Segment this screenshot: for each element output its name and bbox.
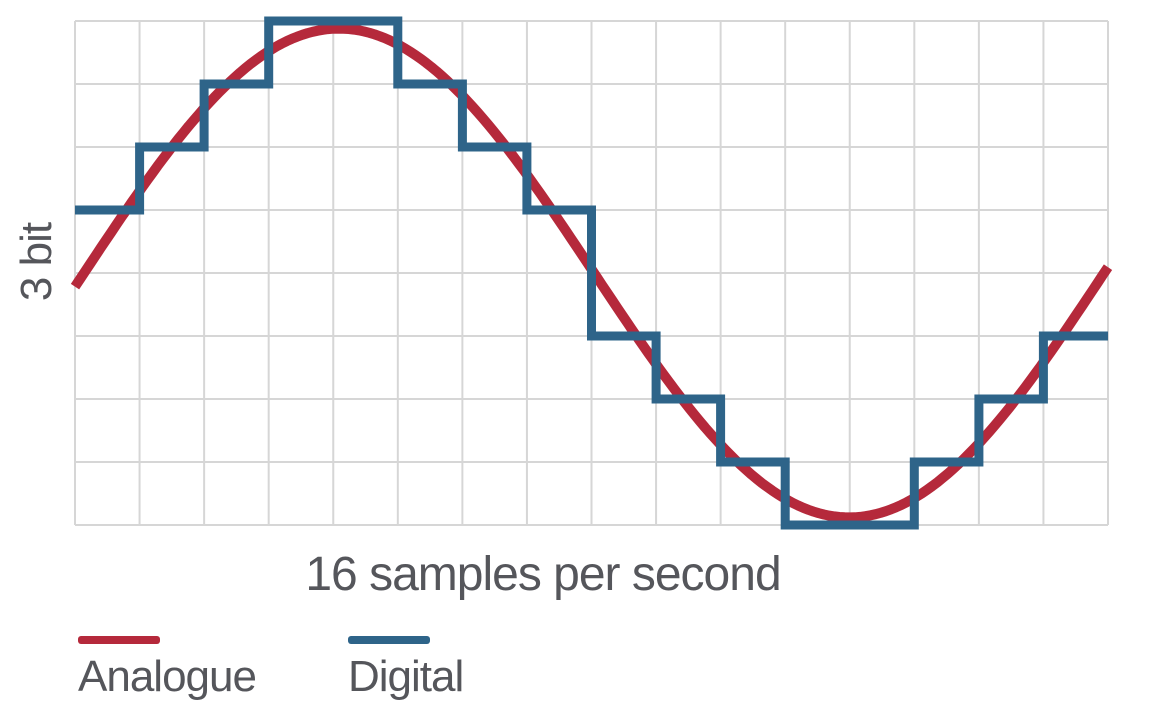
legend-item-digital: Digital — [348, 636, 464, 701]
analogue-swatch — [78, 636, 160, 644]
digital-legend-label: Digital — [348, 652, 464, 701]
digital-swatch — [348, 636, 430, 644]
x-axis-label: 16 samples per second — [305, 548, 781, 601]
y-axis-label: 3 bit — [12, 222, 61, 302]
grid-lines — [74, 20, 1109, 526]
digital-steps-line — [75, 16, 1108, 530]
legend: Analogue Digital — [0, 636, 1170, 707]
legend-item-analogue: Analogue — [78, 636, 257, 701]
analogue-legend-label: Analogue — [78, 652, 257, 701]
